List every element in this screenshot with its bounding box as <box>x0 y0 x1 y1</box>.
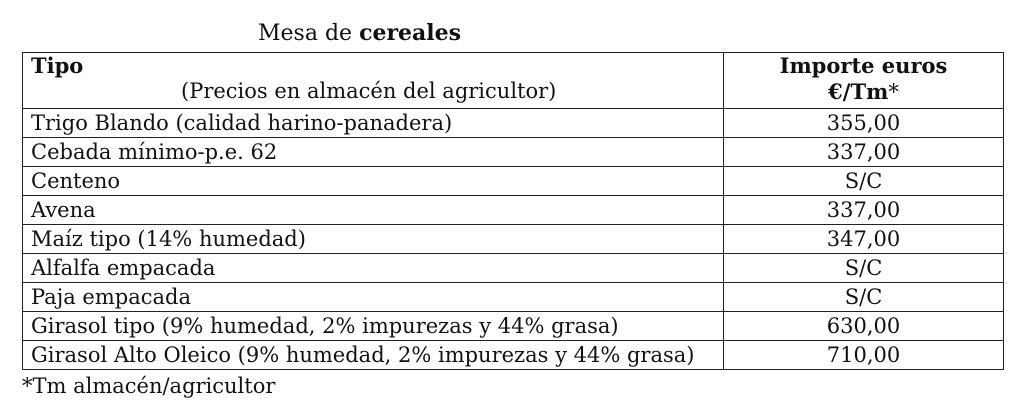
product-cell: Girasol tipo (9% humedad, 2% impurezas y… <box>22 311 724 341</box>
price-cell: 337,00 <box>723 195 1004 225</box>
table-row: Girasol Alto Oleico (9% humedad, 2% impu… <box>22 340 1004 370</box>
product-cell: Centeno <box>22 166 724 196</box>
table-row: Paja empacada S/C <box>22 282 1004 312</box>
product-cell: Alfalfa empacada <box>22 253 724 283</box>
header-subtitle: (Precios en almacén del agricultor) <box>181 79 557 103</box>
price-cell: S/C <box>723 282 1004 312</box>
table-row: Centeno S/C <box>22 166 1004 196</box>
price-cell: 337,00 <box>723 137 1004 167</box>
table-row: Girasol tipo (9% humedad, 2% impurezas y… <box>22 311 1004 341</box>
price-cell: 630,00 <box>723 311 1004 341</box>
product-cell: Paja empacada <box>22 282 724 312</box>
table-row: Maíz tipo (14% humedad) 347,00 <box>22 224 1004 254</box>
header-title: Importe euros <box>779 53 948 78</box>
header-row: Tipo (Precios en almacén del agricultor) … <box>22 52 1004 109</box>
price-cell: S/C <box>723 166 1004 196</box>
header-title: Tipo <box>31 53 84 78</box>
table-row: Cebada mínimo-p.e. 62 337,00 <box>22 137 1004 167</box>
price-cell: S/C <box>723 253 1004 283</box>
title-bold: cereales <box>359 20 462 46</box>
header-mark: * <box>888 80 899 104</box>
product-cell: Avena <box>22 195 724 225</box>
footnote: *Tm almacén/agricultor <box>22 374 276 398</box>
table-body: Tipo (Precios en almacén del agricultor) … <box>22 52 1004 370</box>
table-row: Trigo Blando (calidad harino-panadera) 35… <box>22 108 1004 138</box>
table-row: Avena 337,00 <box>22 195 1004 225</box>
price-cell: 355,00 <box>723 108 1004 138</box>
product-cell: Maíz tipo (14% humedad) <box>22 224 724 254</box>
header-unit: €/Tm <box>828 79 889 104</box>
header-cell: Importe euros €/Tm* <box>723 52 1004 109</box>
title-prefix: Mesa de <box>258 21 353 46</box>
price-cell: 710,00 <box>723 340 1004 370</box>
product-cell: Cebada mínimo-p.e. 62 <box>22 137 724 167</box>
header-cell: Tipo (Precios en almacén del agricultor) <box>22 52 724 109</box>
product-cell: Girasol Alto Oleico (9% humedad, 2% impu… <box>22 340 724 370</box>
title: Mesa de cereales <box>258 20 461 46</box>
price-table: Tipo (Precios en almacén del agricultor) … <box>22 52 1004 370</box>
price-cell: 347,00 <box>723 224 1004 254</box>
product-cell: Trigo Blando (calidad harino-panadera) <box>22 108 724 138</box>
table-row: Alfalfa empacada S/C <box>22 253 1004 283</box>
